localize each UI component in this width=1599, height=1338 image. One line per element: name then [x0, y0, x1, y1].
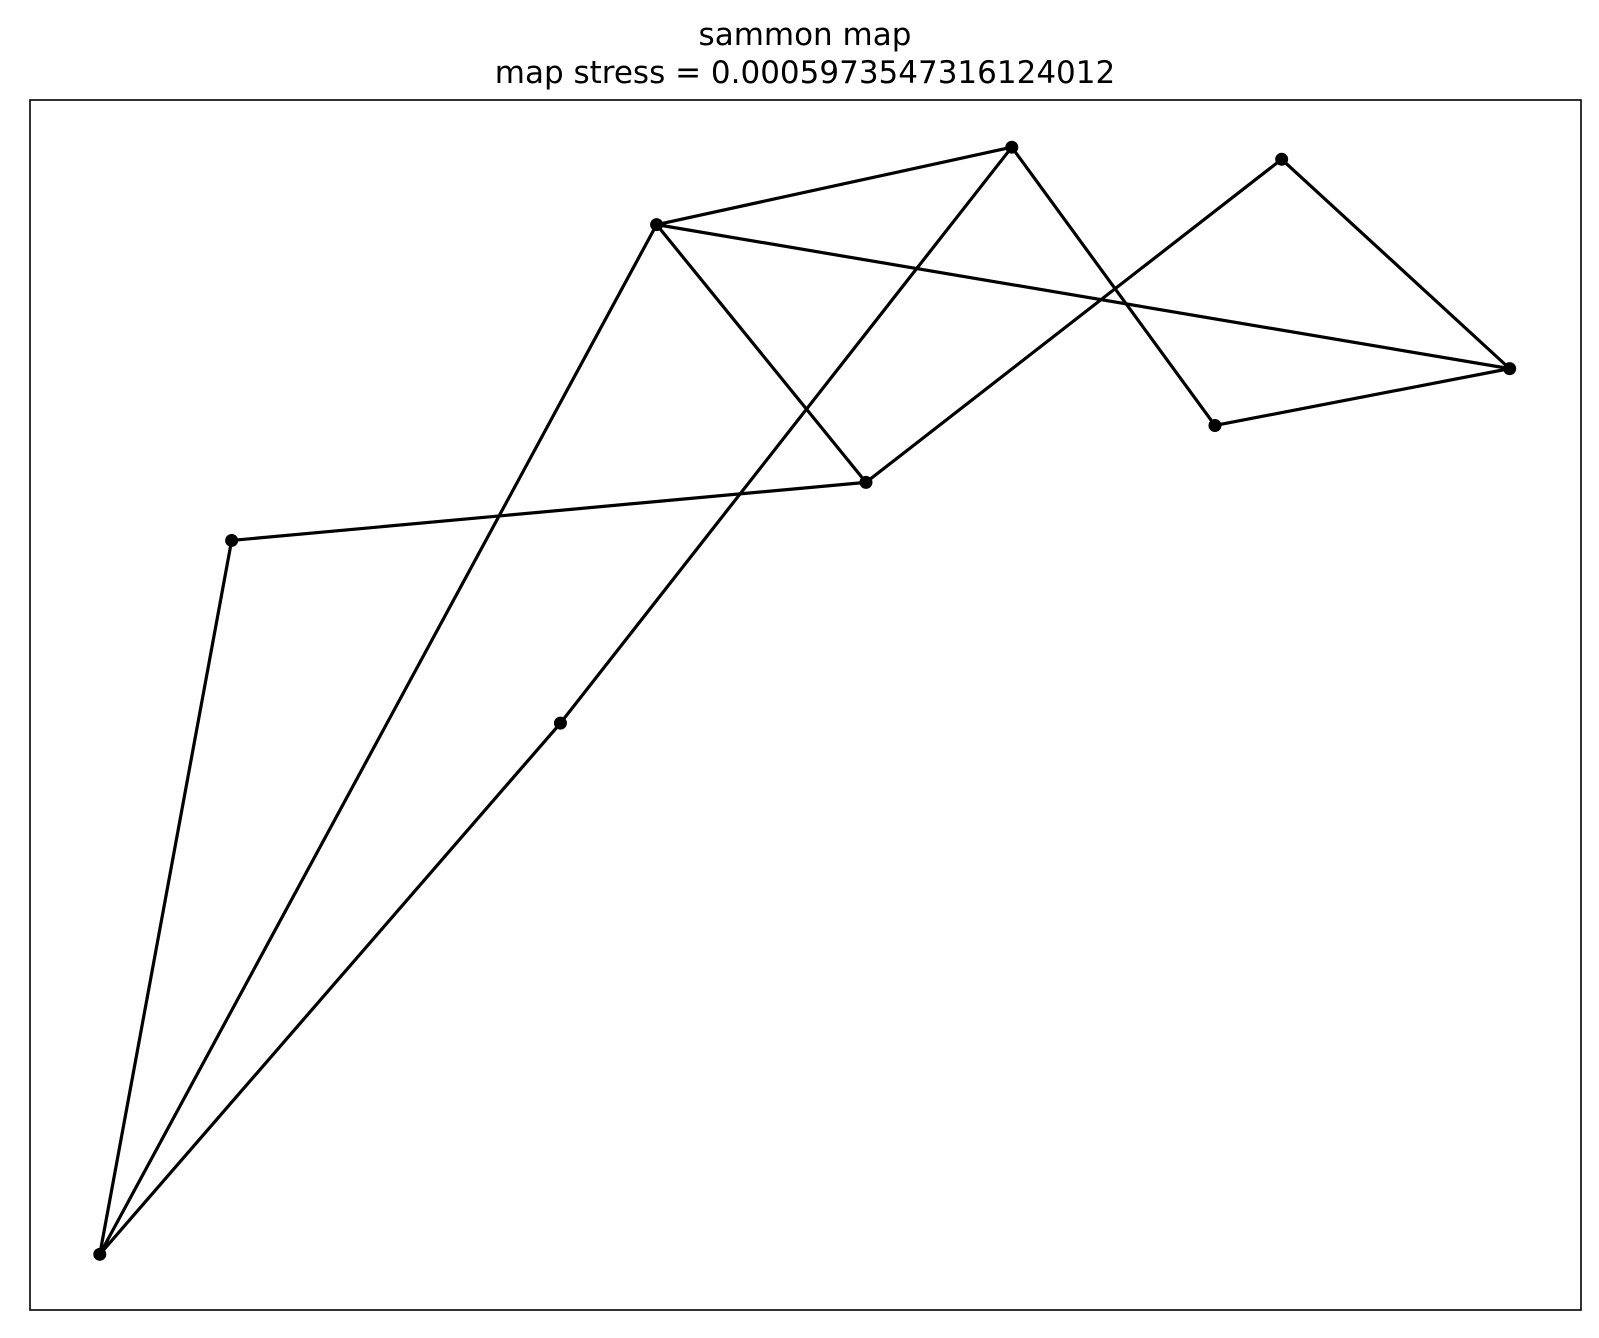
- edge-6-8: [1213, 367, 1512, 428]
- data-point-8: [1503, 362, 1517, 376]
- edges-layer: [98, 145, 1512, 1256]
- edge-3-5: [655, 145, 1014, 227]
- chart-title: sammon map: [699, 17, 912, 53]
- edge-5-6: [1010, 145, 1217, 428]
- edge-1-4: [230, 480, 868, 543]
- edge-4-7: [864, 157, 1284, 484]
- data-point-2: [553, 716, 567, 730]
- chart-subtitle: map stress = 0.0005973547316124012: [495, 55, 1115, 91]
- edge-0-1: [98, 538, 234, 1256]
- data-point-5: [1005, 140, 1019, 154]
- data-point-7: [1275, 152, 1289, 166]
- edge-2-5: [558, 145, 1014, 725]
- edge-3-0: [98, 223, 659, 1256]
- edge-3-4: [655, 223, 868, 484]
- data-point-6: [1208, 418, 1222, 432]
- edge-0-2: [98, 721, 563, 1256]
- data-point-3: [650, 218, 664, 232]
- data-point-4: [859, 475, 873, 489]
- plot-frame: [29, 99, 1582, 1311]
- edge-8-3: [655, 223, 1512, 371]
- data-point-1: [225, 533, 239, 547]
- nodes-layer: [93, 140, 1517, 1261]
- data-point-0: [93, 1247, 107, 1261]
- edge-7-8: [1280, 157, 1512, 371]
